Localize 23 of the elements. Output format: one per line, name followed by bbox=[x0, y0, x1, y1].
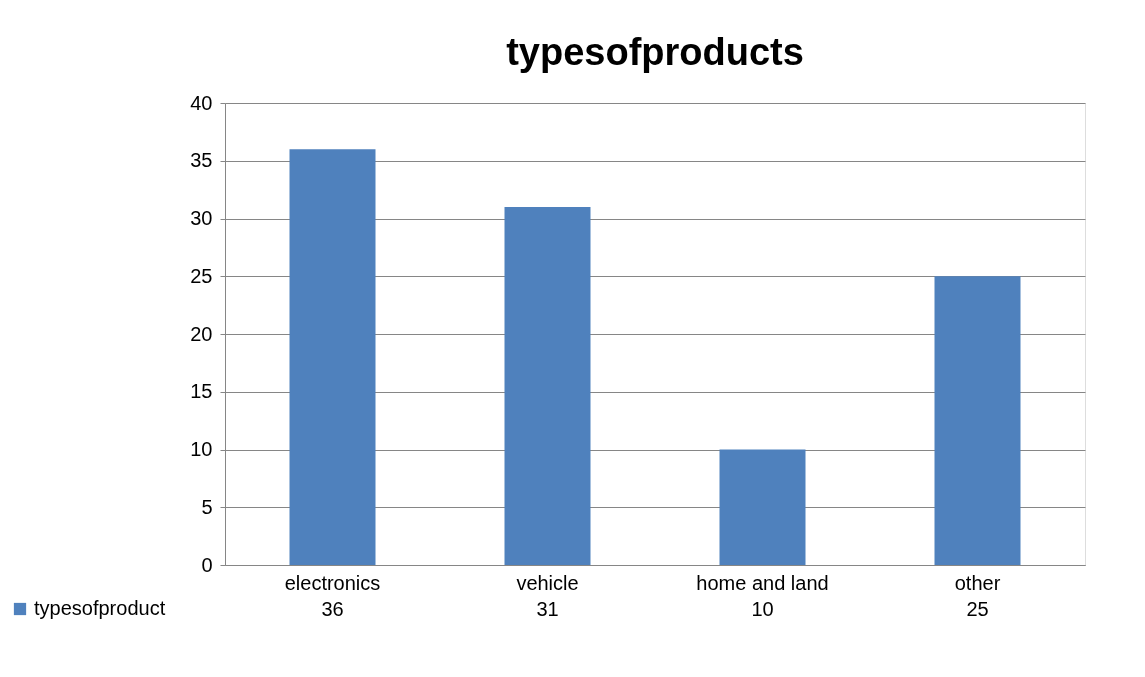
y-tick-label: 15 bbox=[190, 380, 213, 403]
y-tick-label: 5 bbox=[201, 495, 213, 518]
x-tick-label: electronics bbox=[284, 571, 381, 594]
x-tick-label: home and land bbox=[696, 571, 829, 594]
y-tick-label: 40 bbox=[190, 91, 213, 114]
y-tick-label: 25 bbox=[190, 264, 213, 287]
bar bbox=[289, 149, 376, 565]
bar bbox=[504, 206, 591, 565]
data-label: 25 bbox=[966, 598, 989, 620]
y-tick-label: 30 bbox=[190, 207, 213, 229]
y-tick-label: 35 bbox=[190, 149, 213, 172]
legend-label: typesofproduct bbox=[34, 597, 166, 619]
chart-title: typesofproducts bbox=[506, 31, 804, 73]
x-tick-label: other bbox=[954, 571, 1001, 594]
bar bbox=[719, 449, 806, 565]
bar bbox=[934, 276, 1021, 565]
y-tick-label: 0 bbox=[201, 553, 213, 576]
data-label: 36 bbox=[321, 598, 344, 620]
data-label: 10 bbox=[751, 598, 774, 620]
x-tick-label: vehicle bbox=[516, 571, 579, 594]
y-tick-label: 10 bbox=[190, 438, 213, 460]
data-label: 31 bbox=[536, 598, 559, 620]
y-tick-label: 20 bbox=[190, 322, 213, 345]
